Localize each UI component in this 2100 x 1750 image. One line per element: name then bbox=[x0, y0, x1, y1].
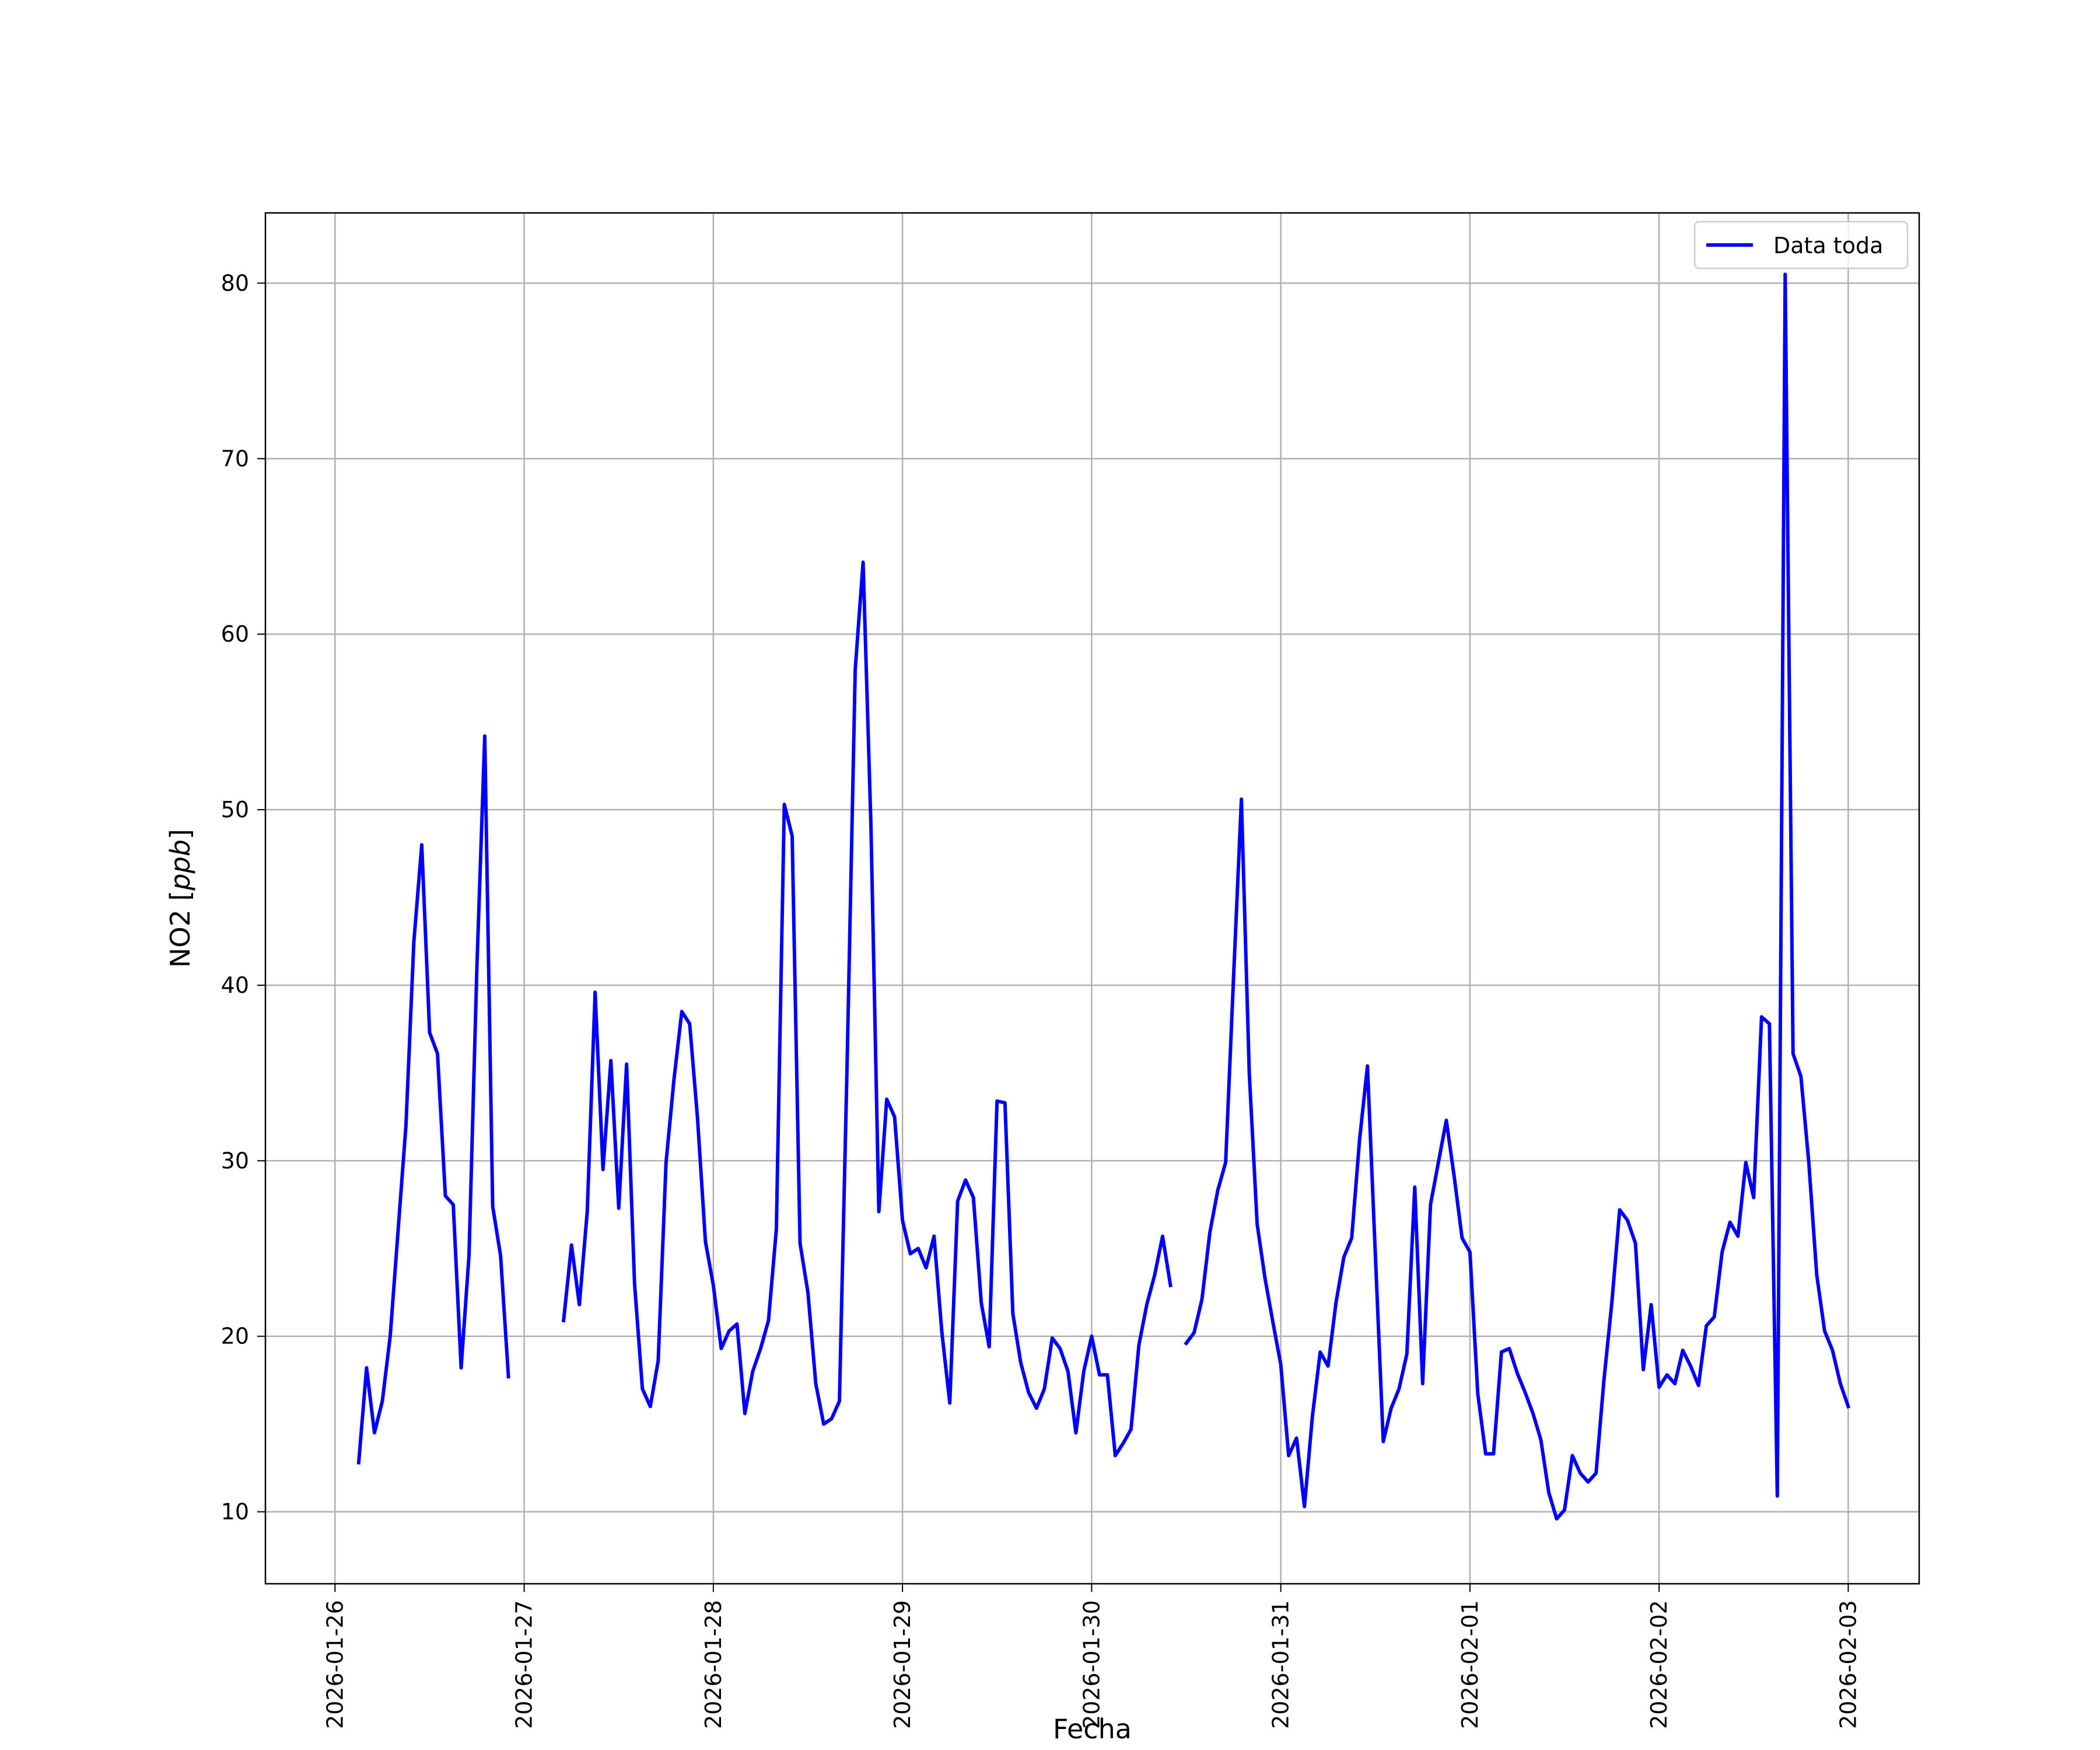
x-tick-label-5: 2026-01-31 bbox=[1268, 1600, 1294, 1729]
y-axis-title-bracket-close: ] bbox=[164, 829, 196, 839]
x-tick-label-6: 2026-02-01 bbox=[1457, 1600, 1483, 1729]
x-tick-label-7: 2026-02-02 bbox=[1646, 1600, 1672, 1729]
y-axis-title: NO2 [ppb] bbox=[164, 829, 196, 968]
x-tick-label-2: 2026-01-28 bbox=[701, 1600, 726, 1729]
x-axis-title: Fecha bbox=[1053, 1713, 1132, 1745]
y-tick-label-0: 10 bbox=[221, 1499, 249, 1525]
legend: Data toda bbox=[1693, 220, 1909, 270]
x-tick-label-3: 2026-01-29 bbox=[890, 1600, 915, 1729]
y-axis-title-name: NO2 bbox=[164, 909, 196, 968]
ticks: 2026-01-26 2026-01-27 2026-01-28 2026-01-29… bbox=[221, 270, 1861, 1728]
y-tick-label-4: 50 bbox=[221, 797, 249, 822]
legend-label: Data toda bbox=[1773, 233, 1883, 258]
series-line-0-segment-0 bbox=[356, 734, 510, 1465]
legend-box bbox=[1693, 220, 1909, 270]
y-tick-label-1: 20 bbox=[221, 1324, 249, 1349]
series bbox=[356, 272, 1851, 1521]
y-tick-label-2: 30 bbox=[221, 1148, 249, 1174]
x-tick-label-4: 2026-01-30 bbox=[1079, 1600, 1104, 1729]
y-tick-label-3: 40 bbox=[221, 972, 249, 998]
series-line-0-segment-1 bbox=[561, 560, 1172, 1458]
plot-frame bbox=[264, 212, 1920, 1585]
y-tick-label-7: 80 bbox=[221, 270, 249, 296]
x-tick-label-8: 2026-02-03 bbox=[1835, 1600, 1861, 1729]
y-axis-title-unit: ppb bbox=[164, 839, 196, 891]
y-tick-label-6: 70 bbox=[221, 446, 249, 471]
y-tick-label-5: 60 bbox=[221, 621, 249, 647]
series-line-0-segment-2 bbox=[1184, 272, 1851, 1521]
y-axis-title-bracket-open: [ bbox=[164, 891, 196, 910]
x-tick-label-1: 2026-01-27 bbox=[512, 1600, 537, 1729]
x-tick-label-0: 2026-01-26 bbox=[322, 1600, 348, 1729]
